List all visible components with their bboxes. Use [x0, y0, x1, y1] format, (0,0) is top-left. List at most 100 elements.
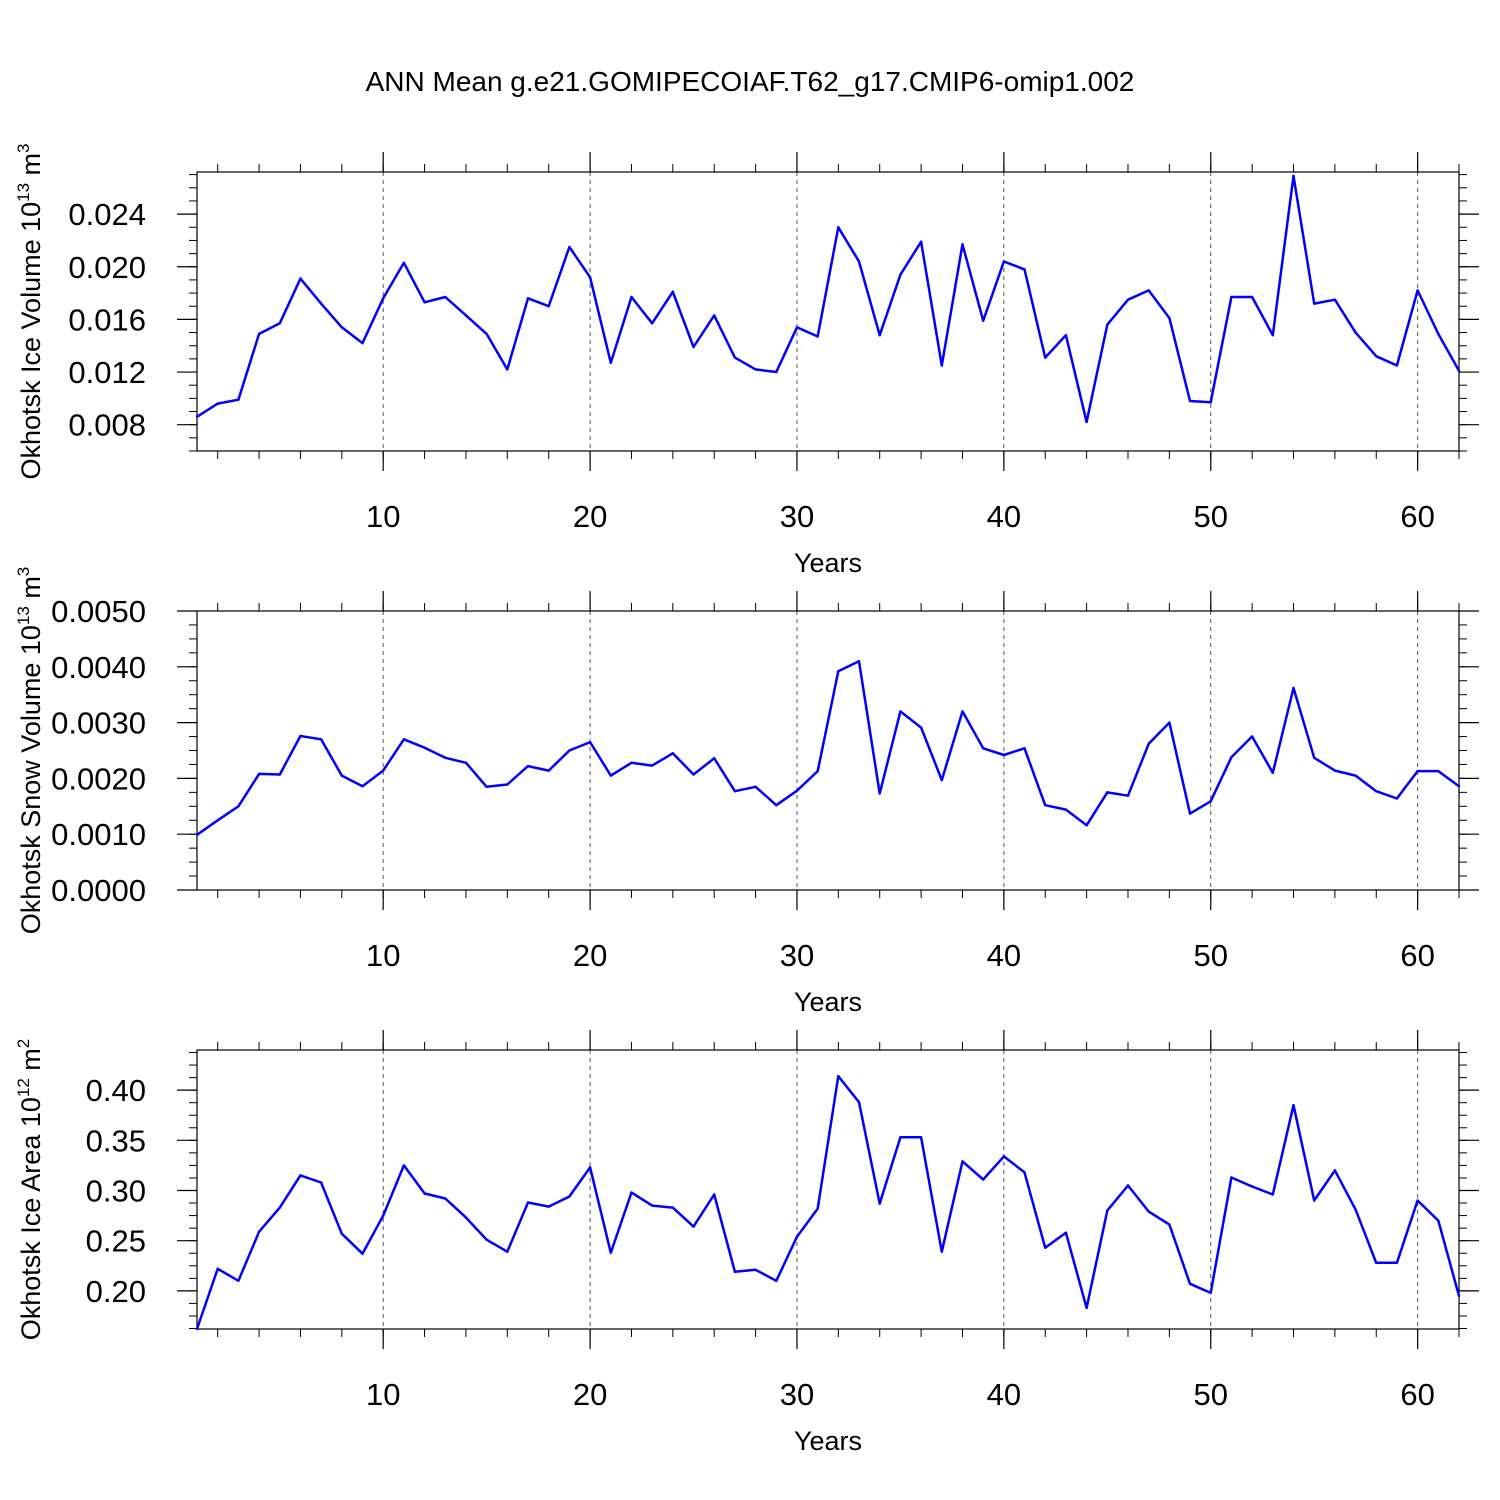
data-point [1106, 791, 1109, 794]
y-tick-label: 0.0000 [51, 873, 146, 908]
x-tick-label: 20 [573, 499, 607, 534]
data-point [1416, 769, 1419, 773]
data-point [216, 1267, 219, 1270]
data-point [754, 785, 757, 788]
data-point [1375, 355, 1378, 358]
data-point [1126, 794, 1130, 797]
data-point [257, 1230, 261, 1233]
data-point [1375, 790, 1378, 793]
data-point [1375, 1261, 1378, 1264]
data-point [485, 785, 488, 788]
data-point [1416, 289, 1419, 292]
data-point [340, 326, 344, 329]
data-point [1023, 1171, 1026, 1174]
data-point [1271, 333, 1275, 337]
data-point [899, 710, 902, 713]
series-line [196, 174, 1461, 424]
data-point [1064, 1231, 1068, 1234]
plot-frame [196, 610, 1460, 891]
data-point [1312, 756, 1316, 759]
data-point [1230, 755, 1233, 759]
data-point [1085, 824, 1088, 827]
data-point [1044, 803, 1047, 807]
data-point [1354, 1208, 1357, 1211]
data-point [1292, 686, 1295, 690]
data-point [1437, 769, 1440, 773]
data-point [837, 226, 840, 229]
data-point [1333, 769, 1337, 772]
data-point [1354, 331, 1357, 334]
data-point [340, 774, 344, 777]
data-point [216, 819, 219, 822]
data-point [1147, 742, 1150, 746]
data-point [319, 302, 323, 305]
data-point [795, 326, 799, 329]
data-point [402, 261, 406, 265]
data-point [961, 710, 964, 713]
data-point [1064, 333, 1068, 337]
data-point [257, 772, 261, 776]
data-point [692, 1225, 695, 1228]
data-point [630, 761, 633, 764]
data-point [278, 773, 281, 776]
y-tick-label: 0.016 [68, 302, 146, 337]
data-point [1250, 1185, 1254, 1188]
data-point [464, 761, 468, 764]
data-point [1002, 753, 1006, 757]
data-point [1354, 774, 1357, 777]
x-tick-label: 40 [987, 1377, 1021, 1412]
x-tick-label: 40 [987, 499, 1021, 534]
x-tick-label: 30 [780, 938, 814, 973]
data-point [940, 1250, 943, 1253]
data-point [237, 398, 240, 401]
data-point [692, 773, 695, 776]
data-point [775, 1279, 778, 1283]
y-tick-label: 0.0010 [51, 817, 146, 852]
data-point [940, 778, 943, 782]
data-point [671, 1206, 675, 1209]
data-point [1457, 1294, 1461, 1298]
data-point [526, 1201, 530, 1204]
data-point [299, 734, 302, 738]
data-point [485, 332, 488, 336]
data-point [257, 332, 261, 336]
data-point [547, 769, 550, 772]
data-point [671, 752, 675, 755]
data-point [961, 1160, 964, 1163]
data-point [361, 1252, 364, 1255]
data-point [795, 1235, 799, 1238]
data-point [568, 1195, 571, 1198]
x-axis-label: Years [794, 1426, 862, 1456]
data-point [1147, 289, 1150, 292]
data-point [1085, 1306, 1088, 1310]
data-point [547, 305, 550, 308]
data-point [1023, 268, 1026, 271]
data-point [1250, 735, 1254, 738]
data-point [1064, 808, 1068, 811]
data-point [609, 361, 612, 365]
data-point [919, 1136, 923, 1139]
y-tick-label: 0.012 [68, 355, 146, 390]
y-tick-label: 0.40 [86, 1073, 146, 1108]
data-point [319, 738, 323, 741]
plot-frame [196, 1049, 1460, 1330]
x-tick-label: 60 [1400, 1377, 1434, 1412]
data-point [464, 314, 468, 317]
data-point [981, 319, 985, 322]
data-point [816, 769, 819, 773]
x-tick-label: 50 [1193, 1377, 1227, 1412]
y-axis-label: Okhotsk Snow Volume 1013 m3 [14, 567, 46, 935]
data-point [1209, 401, 1212, 404]
x-axis-label: Years [794, 987, 862, 1017]
x-axis-label: Years [794, 548, 862, 578]
y-tick-label: 0.0020 [51, 761, 146, 796]
data-point [878, 792, 881, 795]
data-point [1188, 1282, 1192, 1286]
data-point [237, 805, 240, 808]
x-tick-label: 10 [366, 1377, 400, 1412]
data-point [319, 1181, 323, 1184]
series-line [196, 659, 1460, 836]
panel-snow-volume: 10 20 30 40 50 60 0.0000 0.0010 0.0020 0.0030 0.00… [14, 567, 1479, 1017]
data-point [340, 1232, 344, 1235]
data-point [961, 243, 964, 246]
